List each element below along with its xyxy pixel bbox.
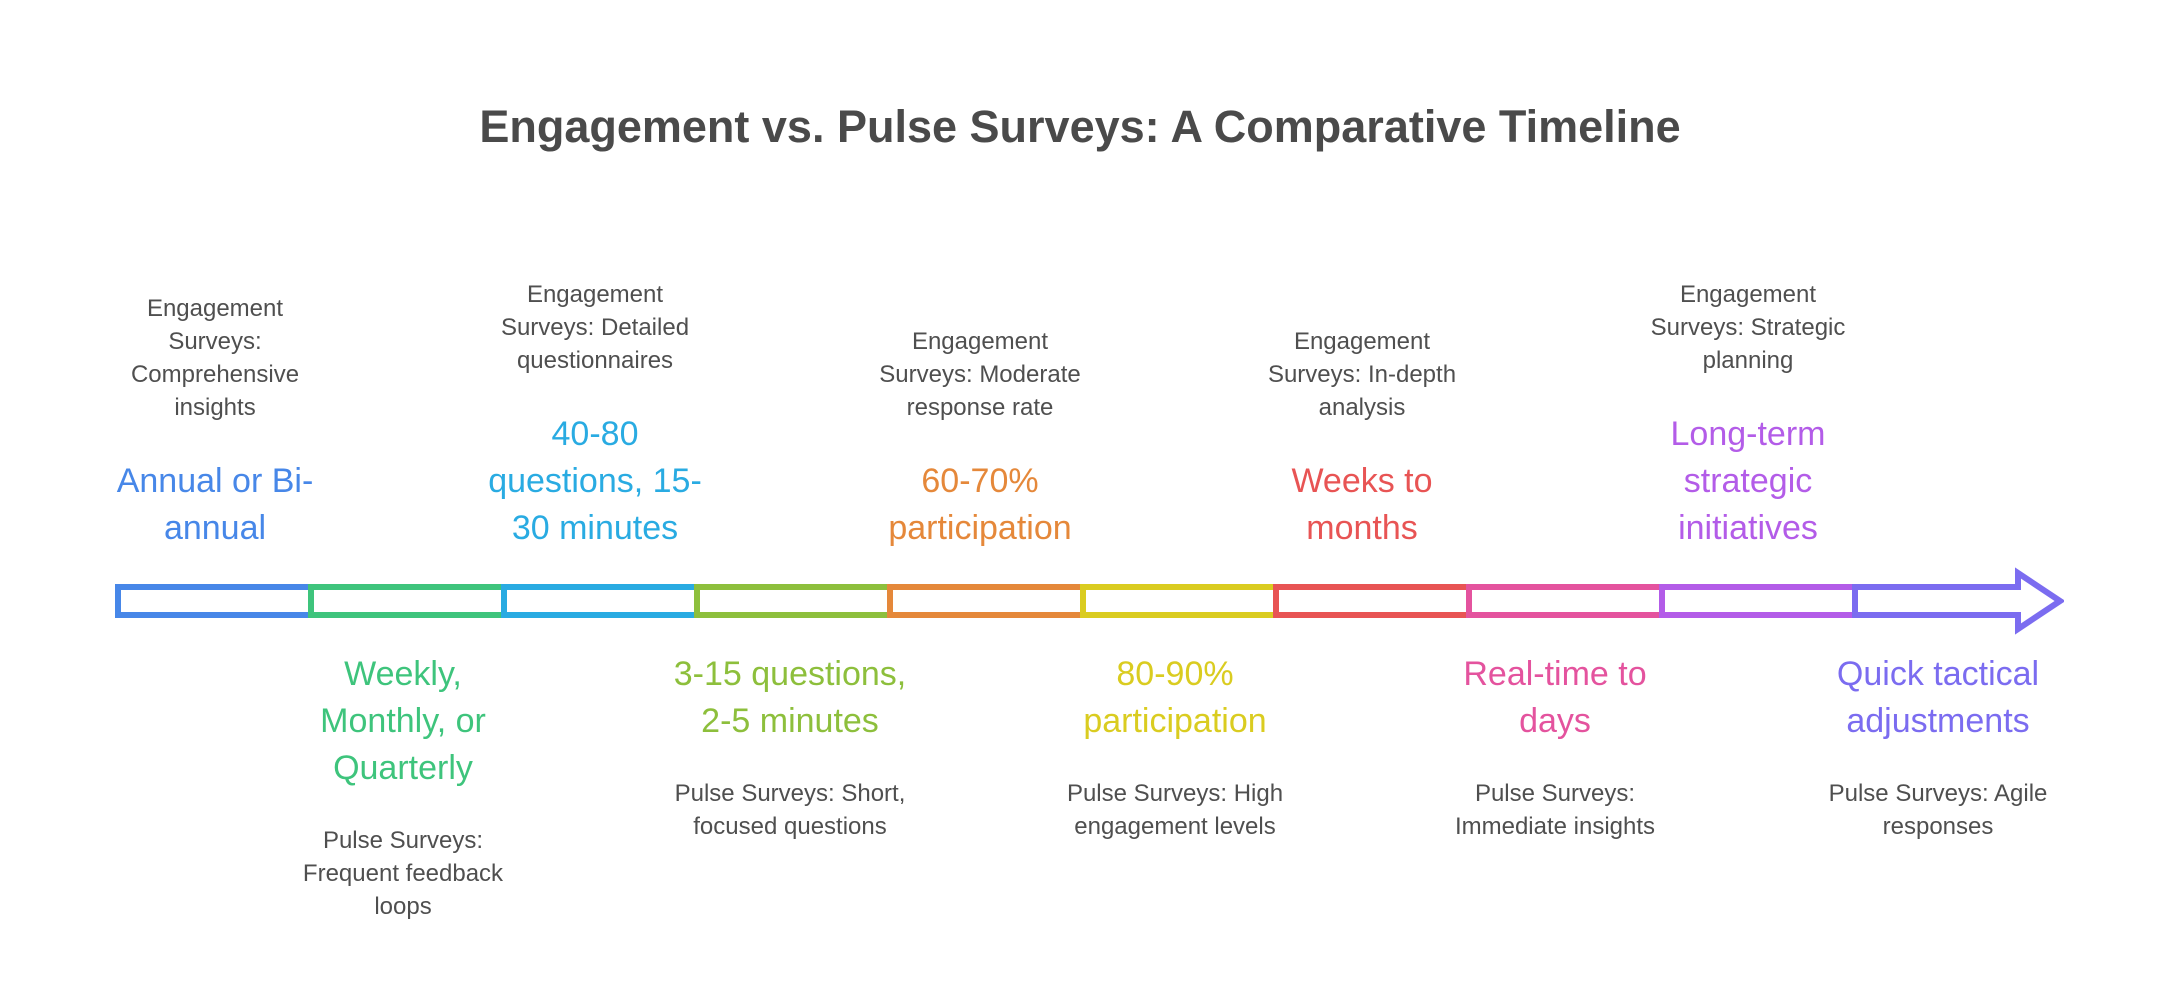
- timeline-segment: [501, 584, 700, 618]
- engagement-description: Engagement Surveys: Detailed questionnai…: [500, 281, 690, 374]
- timeline-segment: [1080, 584, 1279, 618]
- timeline-arrowhead-segment: [1852, 567, 2064, 635]
- engagement-column: Engagement Surveys: Detailed questionnai…: [485, 278, 705, 552]
- engagement-column: Engagement Surveys: In-depth analysis We…: [1252, 325, 1472, 552]
- timeline-arrow: [115, 567, 2064, 635]
- engagement-description: Engagement Surveys: Strategic planning: [1650, 281, 1846, 374]
- engagement-description: Engagement Surveys: In-depth analysis: [1267, 328, 1457, 421]
- pulse-description: Pulse Surveys: Frequent feedback loops: [302, 827, 504, 920]
- pulse-description: Pulse Surveys: Short, focused questions: [674, 780, 906, 840]
- page-title: Engagement vs. Pulse Surveys: A Comparat…: [479, 101, 1681, 152]
- pulse-column: Quick tactical adjustments Pulse Surveys…: [1814, 651, 2062, 843]
- pulse-description: Pulse Surveys: Agile responses: [1828, 780, 2048, 840]
- pulse-column: 80-90% participation Pulse Surveys: High…: [1051, 651, 1299, 843]
- timeline-segment: [694, 584, 893, 618]
- pulse-description: Pulse Surveys: Immediate insights: [1454, 780, 1656, 840]
- pulse-column: 3-15 questions, 2-5 minutes Pulse Survey…: [666, 651, 914, 843]
- pulse-highlight: Real-time to days: [1463, 655, 1647, 740]
- pulse-description: Pulse Surveys: High engagement levels: [1066, 780, 1284, 840]
- pulse-column: Real-time to days Pulse Surveys: Immedia…: [1431, 651, 1679, 843]
- engagement-description: Engagement Surveys: Moderate response ra…: [879, 328, 1081, 421]
- engagement-highlight: Annual or Bi-annual: [116, 462, 314, 547]
- timeline-segment: [308, 584, 507, 618]
- pulse-highlight: Quick tactical adjustments: [1836, 655, 2040, 740]
- timeline-segment: [1659, 584, 1858, 618]
- engagement-description: Engagement Surveys: Comprehensive insigh…: [130, 295, 300, 421]
- engagement-column: Engagement Surveys: Moderate response ra…: [870, 325, 1090, 552]
- engagement-column: Engagement Surveys: Comprehensive insigh…: [105, 292, 325, 552]
- engagement-column: Engagement Surveys: Strategic planning L…: [1638, 278, 1858, 552]
- engagement-highlight: 60-70% participation: [888, 462, 1072, 547]
- pulse-highlight: 80-90% participation: [1083, 655, 1267, 740]
- engagement-highlight: Long-term strategic initiatives: [1670, 415, 1826, 547]
- pulse-highlight: Weekly, Monthly, or Quarterly: [320, 655, 486, 787]
- timeline-segment: [115, 584, 314, 618]
- pulse-highlight: 3-15 questions, 2-5 minutes: [673, 655, 907, 740]
- timeline-segment: [1273, 584, 1472, 618]
- engagement-highlight: 40-80 questions, 15-30 minutes: [488, 415, 702, 547]
- pulse-column: Weekly, Monthly, or Quarterly Pulse Surv…: [279, 651, 527, 923]
- timeline-segment: [887, 584, 1086, 618]
- engagement-highlight: Weeks to months: [1291, 462, 1433, 547]
- timeline-segment: [1466, 584, 1665, 618]
